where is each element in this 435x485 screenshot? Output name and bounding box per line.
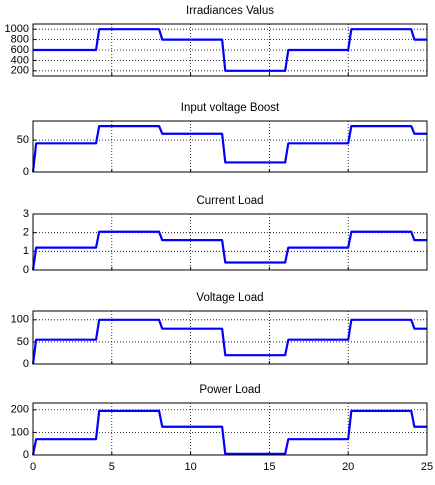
- x-tick-label: 5: [109, 461, 115, 473]
- y-tick-label: 100: [11, 314, 29, 326]
- data-line: [31, 409, 427, 456]
- data-line: [31, 125, 427, 173]
- y-tick-label: 1: [23, 245, 29, 257]
- y-tick-label: 0: [23, 449, 29, 461]
- y-tick-label: 600: [11, 44, 29, 56]
- x-tick-label: 0: [30, 461, 36, 473]
- plot-area: [33, 121, 427, 172]
- y-tick-label: 50: [17, 336, 29, 348]
- y-tick-label: 200: [11, 65, 29, 77]
- plot-frame: [32, 120, 428, 173]
- plot-frame: [32, 213, 428, 271]
- plot-frame: [32, 23, 428, 77]
- plot-area: [33, 214, 427, 270]
- chart-title: Input voltage Boost: [181, 102, 280, 114]
- y-tick-label: 0: [23, 166, 29, 178]
- x-tick-label: 20: [342, 461, 354, 473]
- chart-title: Power Load: [199, 384, 260, 396]
- chart-title: Irradiances Valus: [186, 5, 274, 17]
- y-tick-label: 2: [23, 227, 29, 239]
- x-tick-label: 10: [184, 461, 196, 473]
- y-tick-label: 100: [11, 426, 29, 438]
- y-tick-label: 400: [11, 54, 29, 66]
- y-tick-label: 3: [23, 208, 29, 220]
- y-tick-label: 1000: [5, 23, 29, 35]
- y-tick-label: 800: [11, 34, 29, 46]
- y-tick-label: 50: [17, 134, 29, 146]
- y-tick-label: 0: [23, 358, 29, 370]
- chart-title: Voltage Load: [196, 292, 263, 304]
- data-line: [31, 230, 427, 271]
- chart-title: Current Load: [196, 195, 263, 207]
- plot-frame: [32, 310, 428, 365]
- x-tick-label: 15: [263, 461, 275, 473]
- plot-frame: [32, 402, 428, 456]
- y-tick-label: 0: [23, 264, 29, 276]
- data-line: [33, 28, 427, 72]
- x-tick-label: 25: [421, 461, 433, 473]
- data-line: [31, 318, 427, 365]
- y-tick-label: 200: [11, 404, 29, 416]
